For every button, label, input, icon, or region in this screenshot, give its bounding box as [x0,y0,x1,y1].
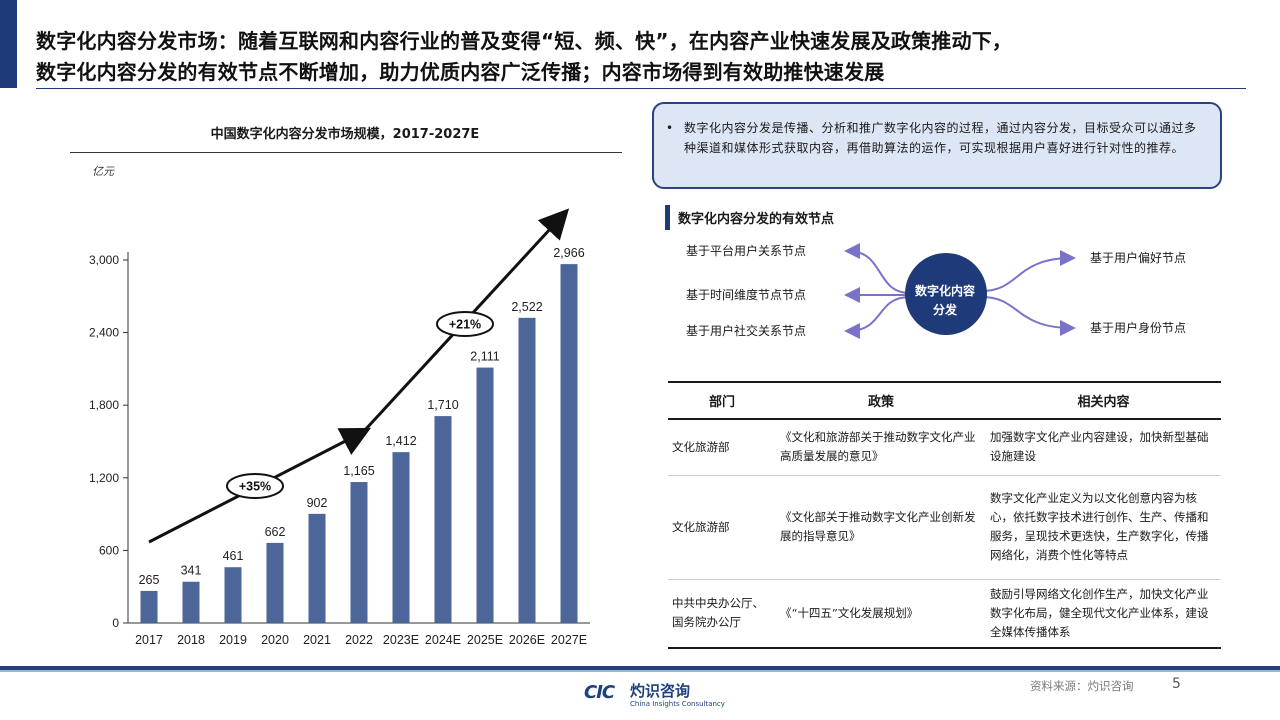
bar-data-label: 2,966 [553,246,584,260]
y-tick-label: 0 [112,616,119,630]
bar [560,264,578,623]
node-label-right-2: 基于用户身份节点 [1090,321,1187,335]
node-label-left-3: 基于用户社交关系节点 [686,324,807,338]
node-arrow-left-1 [844,243,911,294]
table-cell-content: 鼓励引导网络文化创作生产，加快文化产业数字化布局，健全现代文化产业体系，建设全媒… [986,579,1221,649]
node-label-left-1: 基于平台用户关系节点 [686,244,807,258]
callout-text: 数字化内容分发是传播、分析和推广数字化内容的过程，通过内容分发，目标受众可以通过… [684,121,1197,155]
table-cell-policy: 《文化部关于推动数字文化产业创新发展的指导意见》 [776,475,986,580]
policy-table-header-row: 部门 政策 相关内容 [668,381,1221,420]
policy-table: 部门 政策 相关内容 文化旅游部 《文化和旅游部关于推动数字文化产业高质量发展的… [668,381,1221,649]
company-logo-cn: 灼识咨询 [630,682,691,700]
bar-data-label: 1,710 [427,398,458,412]
bar-data-label: 662 [265,525,286,539]
definition-callout: • 数字化内容分发是传播、分析和推广数字化内容的过程，通过内容分发，目标受众可以… [652,102,1222,189]
bar [266,542,284,623]
page-title-line-2: 数字化内容分发的有效节点不断增加，助力优质内容广泛传播；内容市场得到有效助推快速… [36,60,885,84]
y-tick-label: 2,400 [89,326,119,340]
growth-annotation-label: +21% [449,318,481,332]
bar-data-label: 2,111 [470,350,499,364]
footer-band [0,666,1280,670]
node-label-left-2: 基于时间维度节点节点 [686,288,807,302]
bar [350,482,368,623]
bar [140,590,158,623]
y-tick-label: 600 [99,543,119,557]
bar [392,452,410,623]
page-title: 数字化内容分发市场：随着互联网和内容行业的普及变得“短、频、快”，在内容产业快速… [36,26,1256,88]
growth-annotation-label: +35% [239,480,271,494]
table-cell-content: 加强数字文化产业内容建设，加快新型基础设施建设 [986,419,1221,476]
nodes-center-circle [905,253,987,335]
node-arrow-right-2 [981,296,1076,336]
table-cell-policy: 《文化和旅游部关于推动数字文化产业高质量发展的意见》 [776,419,986,476]
bar-data-label: 461 [223,549,244,563]
nodes-diagram [844,243,1076,339]
nodes-center-line-1: 数字化内容 [914,284,975,298]
table-cell-content: 数字文化产业定义为以文化创意内容为核心，依托数字技术进行创作、生产、传播和服务，… [986,475,1221,580]
bar [476,367,494,623]
bar [224,567,242,623]
page-number: 5 [1172,676,1181,692]
page-title-line-1: 数字化内容分发市场：随着互联网和内容行业的普及变得“短、频、快”，在内容产业快速… [36,29,1013,53]
title-accent-bar [0,0,17,88]
x-tick-label: 2023E [383,633,419,647]
x-tick-label: 2018 [177,633,205,647]
table-cell-policy: 《“十四五”文化发展规划》 [776,579,986,649]
col-header-policy: 政策 [776,381,986,420]
bar [434,416,452,623]
table-cell-dept: 文化旅游部 [668,475,776,580]
x-tick-label: 2022 [345,633,373,647]
col-header-content: 相关内容 [986,381,1221,420]
bar [308,513,326,623]
callout-bullet: • [666,121,674,135]
nodes-heading: 数字化内容分发的有效节点 [678,212,835,227]
market-size-bar-chart: 亿元 0 600 1,200 1,800 2,400 3,000 265 2017 341 2018… [89,165,590,647]
bar [182,581,200,623]
node-arrow-left-3 [844,296,911,339]
growth-annotation-oval [436,311,494,337]
x-tick-label: 2027E [551,633,587,647]
bar [518,317,536,623]
x-tick-label: 2019 [219,633,247,647]
col-header-dept: 部门 [668,381,776,420]
bar-data-label: 902 [307,496,328,510]
x-tick-label: 2026E [509,633,545,647]
x-tick-label: 2024E [425,633,461,647]
node-label-right-1: 基于用户偏好节点 [1090,251,1187,265]
y-tick-label: 1,200 [89,471,119,485]
bar-data-label: 1,412 [385,434,416,448]
chart-title-divider [70,152,622,153]
growth-annotation-oval [226,473,284,499]
table-cell-dept: 中共中央办公厅、国务院办公厅 [668,579,776,649]
y-tick-label: 3,000 [89,253,119,267]
table-cell-dept: 文化旅游部 [668,419,776,476]
nodes-heading-marker [665,205,670,230]
bar-data-label: 2,522 [511,300,542,314]
x-tick-label: 2017 [135,633,163,647]
x-tick-label: 2025E [467,633,503,647]
footer-band-light [0,670,1280,672]
chart-title: 中国数字化内容分发市场规模，2017-2027E [210,127,480,142]
company-logo-en: China Insights Consultancy [630,700,725,708]
table-row: 中共中央办公厅、国务院办公厅 《“十四五”文化发展规划》 鼓励引导网络文化创作生… [668,579,1221,649]
source-note: 资料来源：灼识咨询 [1030,679,1134,693]
nodes-center-label: 数字化内容 分发 [905,282,985,320]
bar-data-label: 341 [181,564,202,578]
table-row: 文化旅游部 《文化部关于推动数字文化产业创新发展的指导意见》 数字文化产业定义为… [668,475,1221,580]
nodes-center-line-2: 分发 [932,303,957,317]
company-logo-mark: CIC [584,682,615,703]
x-tick-label: 2021 [303,633,331,647]
bar-data-label: 1,165 [343,464,374,478]
title-divider [36,88,1246,89]
x-tick-label: 2020 [261,633,289,647]
bar-data-label: 265 [139,573,160,587]
y-tick-label: 1,800 [89,398,119,412]
table-row: 文化旅游部 《文化和旅游部关于推动数字文化产业高质量发展的意见》 加强数字文化产… [668,419,1221,476]
y-axis-unit-label: 亿元 [92,165,115,178]
node-arrow-right-1 [981,250,1076,292]
